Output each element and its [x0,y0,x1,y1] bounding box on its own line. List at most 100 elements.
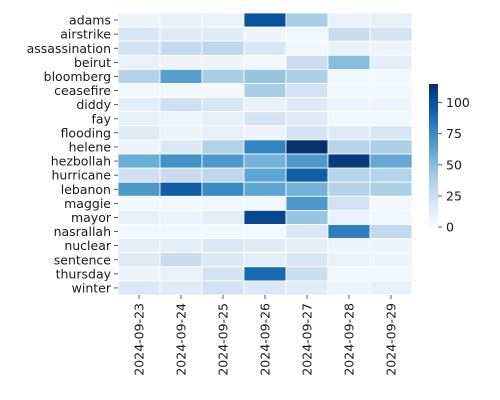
colorbar-tick-label: 25 [446,188,462,203]
y-tick-label: nuclear [64,238,112,253]
heatmap-cell [285,97,329,113]
heatmap-cell [159,181,203,197]
heatmap-cell [243,252,287,268]
heatmap-cell [117,280,161,296]
heatmap-cell [117,167,161,183]
y-tick-label: diddy [76,97,111,112]
heatmap-cell [327,167,371,183]
heatmap-cell [201,280,245,296]
heatmap-cell [243,153,287,169]
heatmap-cell [117,40,161,56]
heatmap-cell [201,266,245,282]
y-tick-label: maggie [64,196,111,211]
colorbar: 0 25 50 75 100 [429,84,470,235]
heatmap-cell [327,153,371,169]
heatmap-cell [159,97,203,113]
heatmap-cell [201,83,245,99]
y-tick-label: ceasefire [54,83,111,98]
heatmap-cell [201,97,245,113]
heatmap-cell [285,40,329,56]
heatmap-cell [327,139,371,155]
heatmap-cell [243,54,287,70]
y-tick-label: bloomberg [44,69,111,84]
heatmap-cell [159,167,203,183]
y-tick-label: adams [69,13,111,28]
heatmap-cell [327,195,371,211]
heatmap-cell [369,12,413,28]
y-tick-label: lebanon [61,182,111,197]
heatmap-cell [369,252,413,268]
heatmap-cell [243,238,287,254]
heatmap-cell [201,153,245,169]
heatmap-cell [243,97,287,113]
heatmap-cell [369,26,413,42]
y-tick-label: fay [92,111,112,126]
heatmap-cell [243,69,287,84]
y-tick-label: beirut [74,55,111,70]
heatmap-cell [327,40,371,56]
heatmap-cell [201,181,245,197]
heatmap-cell [117,252,161,268]
heatmap-cell [369,209,413,225]
heatmap-cell [285,83,329,99]
heatmap-cell [159,238,203,254]
heatmap-cell [327,12,371,28]
y-tick-label: helene [69,139,112,154]
heatmap-cell [159,125,203,141]
y-tick-label: mayor [71,210,112,225]
heatmap-cell [243,181,287,197]
colorbar-tick-label: 100 [446,95,470,110]
heatmap-cell [201,139,245,155]
heatmap-cell [159,252,203,268]
heatmap-cell [201,167,245,183]
heatmap-cell [369,139,413,155]
heatmap-cell [369,280,413,296]
heatmap-cell [117,238,161,254]
colorbar-tick-label: 50 [446,157,462,172]
heatmap-cell [201,252,245,268]
y-tick-labels: adamsairstrikeassassinationbeirutbloombe… [27,13,118,295]
heatmap-cell [285,280,329,296]
heatmap-cell [201,111,245,127]
heatmap-cell [285,181,329,197]
heatmap-cell [285,209,329,225]
heatmap-cell [117,181,161,197]
y-tick-label: flooding [61,125,111,140]
heatmap-cell [117,97,161,113]
heatmap-cell [243,26,287,42]
heatmap-cell [243,266,287,282]
x-tick-label: 2024-09-23 [132,303,147,376]
heatmap-cell [159,153,203,169]
heatmap-cell [327,224,371,240]
heatmap-cell [201,238,245,254]
heatmap-cell [285,266,329,282]
heatmap-cells [117,12,413,296]
heatmap-cell [159,12,203,28]
heatmap-cell [369,97,413,113]
heatmap-cell [201,69,245,84]
x-tick-label: 2024-09-27 [300,303,315,376]
heatmap-cell [243,12,287,28]
heatmap-cell [117,83,161,99]
heatmap-cell [159,209,203,225]
y-tick-label: assassination [27,41,111,56]
heatmap-cell [327,209,371,225]
heatmap-cell [285,69,329,84]
heatmap-cell [285,224,329,240]
heatmap-cell [159,266,203,282]
heatmap-cell [159,111,203,127]
heatmap-cell [369,224,413,240]
heatmap-cell [117,266,161,282]
heatmap-cell [201,54,245,70]
heatmap-cell [327,26,371,42]
y-tick-label: nasrallah [54,224,111,239]
heatmap-cell [117,26,161,42]
heatmap-cell [243,139,287,155]
heatmap-cell [285,111,329,127]
heatmap-cell [369,69,413,84]
y-tick-label: winter [72,280,112,295]
colorbar-gradient [429,84,438,227]
heatmap-cell [243,195,287,211]
heatmap-cell [327,266,371,282]
